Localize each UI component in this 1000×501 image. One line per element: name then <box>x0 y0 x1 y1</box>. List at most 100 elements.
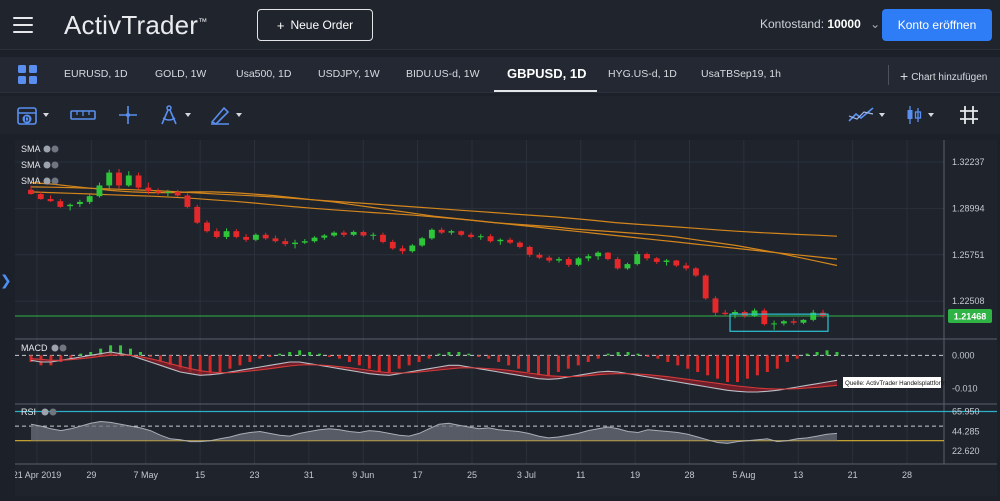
candle[interactable] <box>184 193 191 209</box>
tab-gold[interactable]: GOLD, 1W <box>155 68 207 80</box>
price-chart[interactable]: 21 Apr 2019 29 7 May 15 23 31 9 Jun 17 25 3 Jul 11… <box>13 140 997 496</box>
settings-icon[interactable] <box>43 161 51 169</box>
candle[interactable] <box>67 203 74 211</box>
layout-grid-icon[interactable] <box>18 65 38 85</box>
settings-icon[interactable] <box>43 145 51 153</box>
candle[interactable] <box>771 320 778 330</box>
candle[interactable] <box>663 259 670 266</box>
pencil-tool[interactable] <box>209 103 242 127</box>
candle[interactable] <box>546 255 553 263</box>
candle[interactable] <box>262 232 269 240</box>
candle[interactable] <box>76 199 83 207</box>
candle[interactable] <box>438 227 445 235</box>
candle[interactable] <box>419 236 426 247</box>
candle[interactable] <box>585 254 592 262</box>
candle[interactable] <box>468 232 474 239</box>
new-order-button[interactable]: + Neue Order <box>257 9 373 41</box>
candle[interactable] <box>702 274 709 300</box>
candle[interactable] <box>526 245 533 257</box>
tab-hyg[interactable]: HYG.US-d, 1D <box>608 68 677 80</box>
settings-icon[interactable] <box>43 177 51 185</box>
chart-panel[interactable]: 21 Apr 2019 29 7 May 15 23 31 9 Jun 17 25 3 Jul 11… <box>13 140 997 496</box>
candle[interactable] <box>321 234 328 240</box>
candle[interactable] <box>331 231 338 237</box>
candle[interactable] <box>575 256 582 267</box>
candle[interactable] <box>272 235 279 243</box>
sma-indicator-label[interactable]: SMA <box>21 144 41 154</box>
candle[interactable] <box>712 296 719 316</box>
candle-type-tool[interactable] <box>905 103 934 127</box>
candle[interactable] <box>301 239 308 245</box>
candle[interactable] <box>194 204 201 225</box>
tab-usdjpy[interactable]: USDJPY, 1W <box>318 68 380 80</box>
crosshair-tool[interactable] <box>117 103 139 127</box>
sma-indicator-label[interactable]: SMA <box>21 176 41 186</box>
ruler-tool[interactable] <box>70 103 96 127</box>
candle[interactable] <box>536 252 543 260</box>
candle[interactable] <box>644 252 650 261</box>
sma-indicator-label[interactable]: SMA <box>21 160 41 170</box>
candle[interactable] <box>252 233 259 242</box>
candle[interactable] <box>380 232 386 244</box>
candle[interactable] <box>57 199 64 208</box>
candle[interactable] <box>145 182 152 195</box>
candle[interactable] <box>360 230 367 237</box>
candle[interactable] <box>223 228 230 240</box>
candle[interactable] <box>722 309 729 317</box>
candle[interactable] <box>28 185 34 195</box>
candle[interactable] <box>409 244 416 253</box>
tab-eurusd[interactable]: EURUSD, 1D <box>64 68 128 80</box>
candle[interactable] <box>350 230 357 237</box>
candle[interactable] <box>116 169 122 189</box>
expand-panel-arrow-icon[interactable]: ❯ <box>0 272 12 288</box>
candle[interactable] <box>556 256 562 263</box>
macd-indicator-label[interactable]: MACD <box>21 343 48 353</box>
candle[interactable] <box>751 308 758 317</box>
candle[interactable] <box>634 251 641 266</box>
candle[interactable] <box>448 229 455 235</box>
tab-bidu[interactable]: BIDU.US-d, 1W <box>406 68 480 80</box>
candle[interactable] <box>96 182 103 198</box>
candle[interactable] <box>155 188 162 195</box>
candle[interactable] <box>780 319 787 326</box>
candle[interactable] <box>135 172 142 190</box>
candle[interactable] <box>399 245 406 255</box>
logo[interactable]: ActivTrader™ <box>64 10 207 41</box>
candle[interactable] <box>673 259 680 267</box>
candle[interactable] <box>497 238 504 245</box>
candle[interactable] <box>604 251 611 261</box>
indicators-tool[interactable] <box>848 103 885 127</box>
compass-tool[interactable] <box>158 103 191 127</box>
tab-usa500[interactable]: Usa500, 1D <box>236 68 292 80</box>
candle[interactable] <box>653 256 660 265</box>
candle[interactable] <box>106 169 113 189</box>
open-account-button[interactable]: Konto eröffnen <box>882 9 992 41</box>
candle[interactable] <box>477 234 484 240</box>
candle[interactable] <box>565 256 572 267</box>
candle[interactable] <box>86 194 93 205</box>
remove-icon[interactable] <box>51 177 59 185</box>
settings-icon[interactable] <box>41 408 49 416</box>
add-chart-button[interactable]: + Chart hinzufügen <box>900 68 987 84</box>
account-balance-dropdown[interactable]: Kontostand: 10000 ⌄ <box>760 17 880 31</box>
remove-icon[interactable] <box>59 344 67 352</box>
candle[interactable] <box>810 309 817 322</box>
remove-icon[interactable] <box>49 408 57 416</box>
grid-toggle-tool[interactable] <box>958 103 980 127</box>
candle[interactable] <box>164 189 171 197</box>
tab-gbpusd[interactable]: GBPUSD, 1D <box>507 66 587 81</box>
hamburger-menu-icon[interactable] <box>13 17 33 33</box>
tab-usatbsep19[interactable]: UsaTBSep19, 1h <box>701 68 781 80</box>
candle[interactable] <box>428 228 435 240</box>
candle[interactable] <box>761 308 768 326</box>
remove-icon[interactable] <box>51 161 59 169</box>
candle[interactable] <box>790 318 797 325</box>
candle[interactable] <box>37 191 44 200</box>
candle[interactable] <box>516 241 523 249</box>
candle[interactable] <box>683 262 690 271</box>
candle[interactable] <box>340 230 347 237</box>
candle[interactable] <box>243 234 250 242</box>
candle[interactable] <box>213 228 220 239</box>
candle[interactable] <box>311 236 318 243</box>
timeframe-calendar-tool[interactable]: D <box>16 103 49 127</box>
